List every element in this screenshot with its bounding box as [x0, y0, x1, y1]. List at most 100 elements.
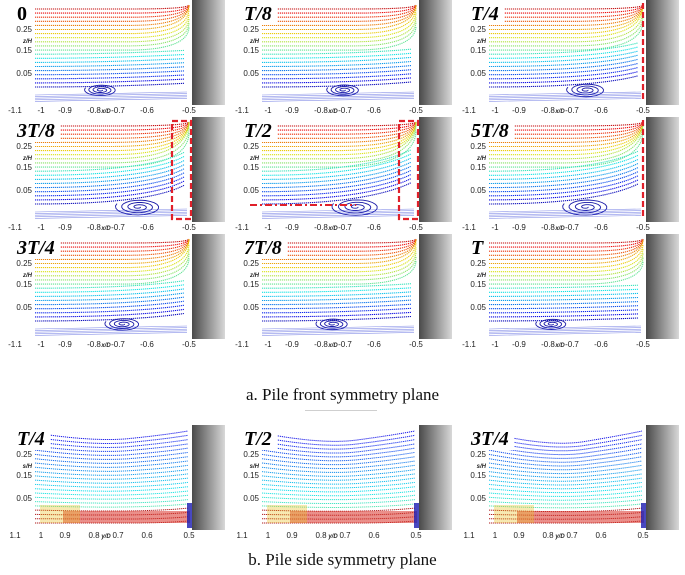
streamline: [262, 4, 417, 18]
streamline: [488, 460, 643, 471]
x-tick-label: 0.5: [410, 531, 422, 540]
streamline: [35, 22, 190, 47]
streamline: [489, 121, 644, 156]
bed-streak: [261, 96, 415, 101]
horseshoe-vortex: [566, 83, 604, 98]
streamline: [261, 439, 416, 450]
bed-streak: [261, 215, 415, 219]
streamline: [262, 121, 417, 152]
y-tick-label: z/H: [22, 156, 33, 162]
streamline: [488, 473, 643, 482]
streamline: [488, 171, 639, 193]
streamline: [34, 176, 185, 197]
streamline: [34, 78, 185, 84]
x-tick-label: -1: [264, 340, 272, 349]
bed-streak: [261, 213, 415, 218]
marker-box: [397, 119, 420, 221]
y-tick-label: 0.25: [243, 259, 259, 268]
streamline: [261, 65, 412, 72]
streamline: [489, 6, 644, 39]
x-tick-label: 0.7: [112, 531, 124, 540]
streamline: [34, 151, 185, 172]
streamline: [261, 477, 416, 485]
streamline: [262, 4, 417, 10]
y-tick-label: 0.05: [470, 494, 486, 503]
x-tick-label: -1.1: [235, 223, 249, 232]
x-tick-label: -0.5: [636, 340, 650, 349]
streamline: [261, 434, 416, 446]
streamline: [488, 179, 639, 201]
y-tick-label: 0.25: [243, 25, 259, 34]
y-tick-label: z/H: [249, 39, 260, 45]
panel-label-5t8: 5T/8: [466, 120, 514, 142]
x-tick-label: 0.9: [513, 531, 525, 540]
bed-streak: [488, 208, 642, 213]
streamline: [34, 304, 185, 314]
streamline: [488, 150, 639, 172]
streamline: [261, 490, 416, 497]
bed-streak: [34, 93, 188, 97]
streamline: [34, 180, 185, 201]
streamline: [34, 296, 185, 306]
streamline: [261, 299, 412, 306]
x-tick-label: -0.6: [594, 223, 608, 232]
x-tick-label: -0.6: [594, 106, 608, 115]
streamline: [34, 280, 185, 289]
y-tick-label: 0.15: [243, 46, 259, 55]
y-tick-label: 0.05: [470, 303, 486, 312]
bed-streak: [488, 210, 642, 214]
y-tick-label: z/H: [22, 273, 33, 279]
streamline: [489, 257, 644, 281]
y-tick-label: 0.05: [16, 303, 32, 312]
streamline: [488, 292, 639, 297]
streamline: [488, 456, 643, 467]
x-tick-label: 0.6: [141, 531, 153, 540]
y-tick-label: 0.05: [470, 186, 486, 195]
x-tick-label: 1.1: [9, 531, 21, 540]
y-tick-label: 0.15: [243, 471, 259, 480]
y-tick-label: 0.05: [16, 69, 32, 78]
streamline: [489, 126, 644, 164]
x-tick-label: x/D: [327, 109, 338, 115]
x-tick-label: -0.8: [87, 106, 101, 115]
streamline: [488, 464, 643, 475]
pile-edge-vortex: [414, 503, 419, 528]
y-tick-label: 0.05: [243, 303, 259, 312]
bed-streak: [261, 327, 415, 331]
streamline: [262, 21, 417, 47]
bed-streak: [34, 96, 188, 101]
streamline: [35, 18, 190, 43]
x-tick-label: -0.9: [58, 340, 72, 349]
y-tick-label: 0.25: [470, 25, 486, 34]
streamline: [489, 121, 644, 127]
streamline: [35, 127, 190, 164]
streamline: [261, 81, 412, 88]
streamline: [262, 121, 417, 127]
streamline: [34, 494, 189, 500]
streamline: [489, 253, 644, 277]
x-tick-label: -0.5: [182, 106, 196, 115]
bed-streak: [261, 93, 415, 97]
y-tick-label: z/H: [249, 273, 260, 279]
streamline: [261, 494, 416, 501]
streamline: [489, 121, 644, 160]
x-tick-label: -0.5: [182, 223, 196, 232]
pile-body: [192, 425, 225, 530]
streamline: [35, 9, 190, 35]
x-tick-label: -0.7: [565, 106, 579, 115]
streamline: [488, 62, 639, 76]
bed-streak: [488, 94, 642, 99]
y-tick-label: 0.15: [16, 163, 32, 172]
x-tick-label: -0.8: [541, 340, 555, 349]
x-tick-label: -0.9: [512, 106, 526, 115]
bed-streak: [34, 215, 188, 219]
streamline: [489, 4, 644, 22]
streamline: [34, 490, 189, 496]
streamline: [488, 469, 643, 478]
y-tick-label: 0.25: [16, 142, 32, 151]
pile-body: [646, 0, 679, 105]
streamline: [488, 296, 639, 302]
bed-streak: [34, 91, 188, 96]
bed-streak: [261, 211, 415, 216]
x-tick-label: -0.5: [409, 106, 423, 115]
